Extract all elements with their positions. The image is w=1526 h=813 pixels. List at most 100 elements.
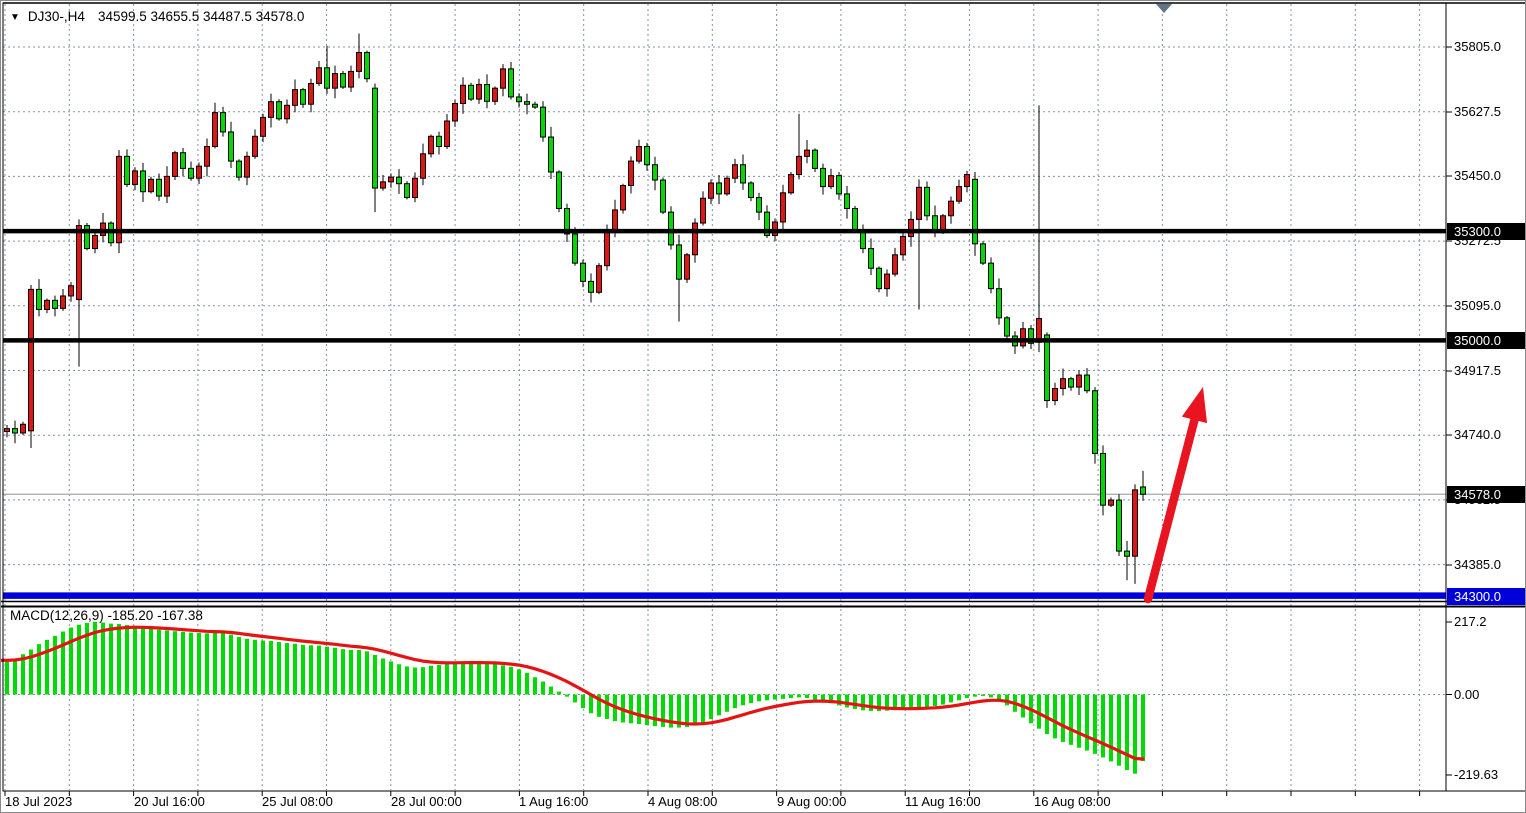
macd-histogram-bar: [165, 630, 169, 695]
macd-histogram-bar: [101, 622, 105, 695]
macd-tick-max: 217.2: [1454, 614, 1487, 629]
macd-histogram-bar: [365, 651, 369, 695]
bear-candle: [1044, 334, 1050, 402]
bull-candle: [460, 84, 466, 104]
bull-candle: [796, 155, 802, 176]
bull-candle: [772, 221, 778, 236]
bull-candle: [284, 104, 290, 120]
macd-histogram-bar: [925, 694, 929, 708]
macd-histogram-bar: [1053, 694, 1057, 739]
indicator-label: MACD(12,26,9) -185.20 -167.38: [10, 608, 203, 623]
bear-candle: [988, 262, 994, 290]
macd-histogram-bar: [693, 694, 697, 726]
bull-candle: [4, 428, 10, 433]
bear-candle: [868, 248, 874, 269]
bull-candle: [596, 265, 602, 293]
macd-histogram-bar: [837, 694, 841, 706]
bull-candle: [780, 192, 786, 223]
bull-candle: [356, 51, 362, 72]
macd-histogram-bar: [77, 624, 81, 695]
macd-histogram-bar: [245, 638, 249, 695]
macd-histogram-bar: [901, 694, 905, 710]
macd-histogram-bar: [541, 681, 545, 695]
bear-candle: [1124, 550, 1130, 557]
bull-candle: [332, 73, 338, 89]
macd-histogram-bar: [421, 667, 425, 695]
macd-histogram-bar: [445, 663, 449, 695]
bull-candle: [132, 170, 138, 185]
bull-candle: [148, 178, 154, 193]
bull-candle: [636, 146, 642, 162]
macd-histogram-bar: [253, 639, 257, 695]
bull-candle: [196, 165, 202, 179]
price-tick: 35095.0: [1454, 298, 1501, 313]
bull-candle: [628, 160, 634, 187]
bull-candle: [732, 164, 738, 179]
macd-histogram-bar: [5, 660, 9, 695]
macd-histogram-bar: [125, 625, 129, 695]
macd-histogram-bar: [277, 641, 281, 695]
bull-candle: [260, 116, 266, 137]
macd-histogram-bar: [109, 623, 113, 695]
bear-candle: [668, 211, 674, 246]
macd-histogram-bar: [981, 694, 985, 696]
macd-histogram-bar: [173, 631, 177, 695]
price-shift-marker[interactable]: [1156, 4, 1172, 13]
price-tick: 35805.0: [1454, 39, 1501, 54]
current-price-box: 34578.0: [1447, 486, 1525, 503]
level-price-box-34300: 34300.0: [1447, 588, 1525, 605]
macd-histogram-bar: [1101, 694, 1105, 758]
bear-candle: [508, 68, 514, 98]
bear-candle: [588, 280, 594, 293]
symbol-dropdown-icon[interactable]: ▼: [10, 12, 20, 23]
bull-candle: [700, 197, 706, 224]
macd-histogram-bar: [149, 628, 153, 695]
macd-histogram-bar: [397, 664, 401, 695]
macd-histogram-bar: [517, 669, 521, 695]
price-tick: 34917.5: [1454, 363, 1501, 378]
macd-histogram-bar: [813, 694, 817, 700]
bull-candle: [1052, 388, 1058, 402]
bull-candle: [68, 285, 74, 297]
macd-histogram-bar: [789, 694, 793, 699]
bear-candle: [12, 428, 18, 434]
macd-histogram-bar: [197, 632, 201, 695]
macd-histogram-bar: [381, 658, 385, 695]
macd-histogram-bar: [13, 658, 17, 695]
macd-histogram-bar: [1117, 694, 1121, 766]
trend-arrow-shaft[interactable]: [1143, 409, 1201, 604]
macd-histogram-bar: [461, 662, 465, 695]
macd-histogram-bar: [685, 694, 689, 727]
macd-histogram-bar: [117, 623, 121, 695]
bear-candle: [924, 186, 930, 217]
bull-candle: [1108, 499, 1114, 506]
macd-histogram-bar: [453, 662, 457, 695]
macd-histogram-bar: [261, 640, 265, 695]
bear-candle: [580, 262, 586, 282]
macd-histogram-bar: [293, 643, 297, 695]
macd-histogram-bar: [1141, 694, 1145, 762]
macd-histogram-bar: [973, 694, 977, 697]
bear-candle: [836, 175, 842, 195]
level-price-box-35000: 35000.0: [1447, 332, 1525, 349]
bull-candle: [292, 89, 298, 106]
bull-candle: [492, 87, 498, 102]
macd-histogram-bar: [557, 691, 561, 695]
bull-candle: [116, 155, 122, 244]
bear-candle: [676, 244, 682, 280]
trend-arrow-head[interactable]: [1181, 387, 1208, 424]
macd-histogram-bar: [869, 694, 873, 712]
date-label: 18 Jul 2023: [5, 794, 73, 809]
bear-candle: [532, 103, 538, 108]
macd-histogram-bar: [645, 694, 649, 726]
bull-candle: [788, 174, 794, 194]
bull-candle: [684, 254, 690, 280]
date-label: 4 Aug 08:00: [648, 794, 718, 809]
macd-histogram-bar: [1093, 694, 1097, 754]
bear-candle: [844, 193, 850, 209]
date-label: 28 Jul 00:00: [391, 794, 462, 809]
price-tick: 34740.0: [1454, 427, 1501, 442]
macd-histogram-bar: [1133, 694, 1137, 774]
